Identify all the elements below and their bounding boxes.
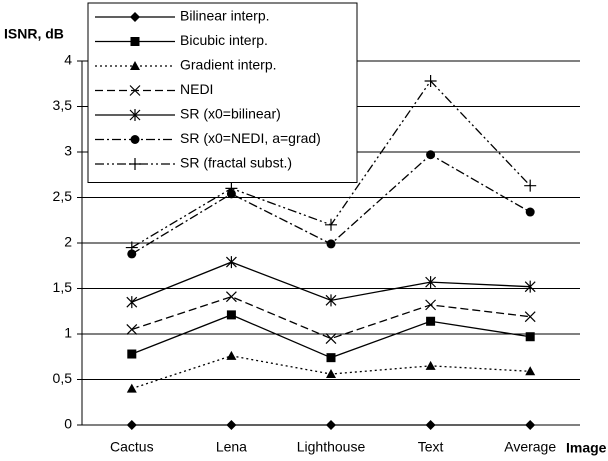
x-tick-label: Text — [418, 439, 444, 455]
marker — [125, 241, 138, 254]
legend-label: Gradient interp. — [180, 57, 277, 73]
marker — [326, 420, 336, 430]
marker — [425, 360, 436, 370]
marker — [525, 366, 536, 376]
y-axis-label: ISNR, dB — [4, 26, 64, 42]
marker — [130, 37, 140, 46]
marker — [425, 276, 437, 289]
marker — [424, 75, 437, 88]
marker — [130, 61, 140, 70]
marker — [425, 299, 437, 311]
marker — [524, 280, 536, 293]
legend-label: SR (fractal subst.) — [180, 155, 292, 171]
marker — [325, 218, 337, 231]
marker — [426, 150, 436, 160]
marker — [129, 158, 141, 170]
marker — [325, 333, 337, 344]
y-tick-label: 1 — [64, 325, 72, 341]
marker — [130, 12, 140, 22]
marker — [525, 207, 535, 217]
marker — [525, 420, 536, 430]
marker — [130, 135, 140, 144]
marker — [129, 109, 141, 121]
marker — [226, 310, 236, 320]
marker — [129, 85, 141, 96]
marker — [425, 420, 436, 430]
x-tick-label: Cactus — [110, 439, 154, 455]
marker — [127, 349, 137, 359]
y-tick-label: 3 — [64, 143, 72, 159]
marker — [126, 296, 138, 309]
y-tick-label: 1,5 — [53, 279, 73, 295]
marker — [225, 291, 237, 303]
marker — [226, 420, 237, 430]
marker — [326, 239, 336, 249]
y-tick-label: 3,5 — [53, 97, 73, 113]
marker — [426, 316, 436, 326]
marker — [126, 420, 137, 430]
legend-label: Bicubic interp. — [180, 32, 268, 48]
marker — [226, 350, 237, 360]
legend-label: Bilinear interp. — [180, 8, 270, 24]
x-tick-label: Lena — [216, 439, 247, 455]
y-tick-label: 0 — [64, 416, 72, 432]
marker — [225, 182, 238, 195]
x-tick-label: Lighthouse — [297, 439, 366, 455]
marker — [524, 311, 536, 323]
marker — [126, 324, 138, 335]
marker — [525, 332, 535, 342]
y-tick-label: 0,5 — [53, 370, 73, 386]
marker — [325, 294, 337, 307]
x-tick-label: Average — [504, 439, 556, 455]
marker — [127, 249, 137, 259]
y-tick-label: 4 — [64, 52, 72, 68]
marker — [326, 353, 336, 363]
legend-label: SR (x0=NEDI, a=grad) — [180, 130, 321, 146]
y-tick-label: 2 — [64, 234, 72, 250]
legend-label: NEDI — [180, 81, 213, 97]
y-tick-label: 2,5 — [53, 188, 73, 204]
marker — [524, 179, 537, 192]
marker — [126, 383, 137, 393]
marker — [225, 256, 237, 269]
x-axis-label: Image — [566, 440, 607, 456]
legend-label: SR (x0=bilinear) — [180, 106, 281, 122]
marker — [326, 369, 336, 379]
series-line — [131, 295, 531, 340]
series-line — [131, 314, 531, 359]
